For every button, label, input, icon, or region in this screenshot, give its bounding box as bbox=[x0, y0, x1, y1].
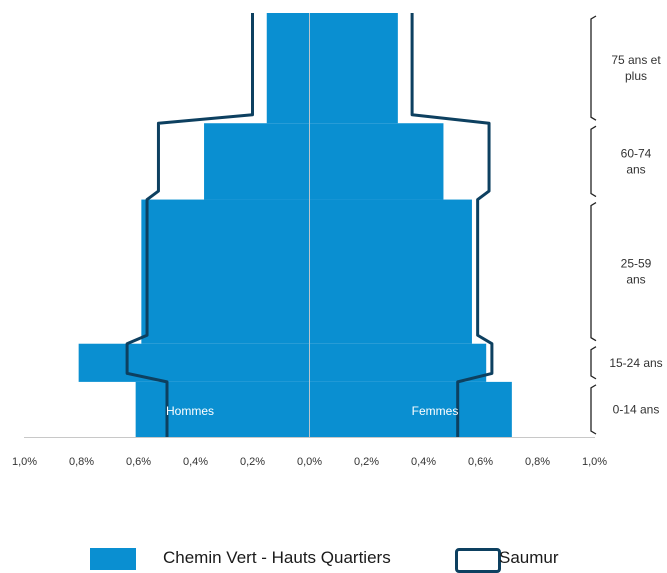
legend-label-saumur: Saumur bbox=[499, 548, 559, 567]
age-label-0-0: 0-14 ans bbox=[613, 402, 660, 416]
x-tick-label-3: 0,4% bbox=[183, 456, 208, 468]
legend-swatch-chemin-vert bbox=[90, 548, 136, 570]
age-bracket-0 bbox=[590, 384, 597, 435]
age-label-4-1: plus bbox=[625, 69, 647, 83]
x-tick-label-5: 0,0% bbox=[297, 456, 322, 468]
age-bracket-2 bbox=[590, 202, 597, 342]
bar-hommes-3 bbox=[204, 123, 310, 200]
side-label-hommes: Hommes bbox=[166, 404, 214, 418]
age-label-4-0: 75 ans et bbox=[611, 53, 661, 67]
side-label-femmes: Femmes bbox=[412, 404, 459, 418]
bar-hommes-1 bbox=[78, 343, 310, 382]
bar-femmes-1 bbox=[309, 343, 487, 382]
x-tick-label-8: 0,6% bbox=[468, 456, 493, 468]
age-label-2-1: ans bbox=[626, 273, 645, 287]
age-label-2-0: 25-59 bbox=[621, 257, 652, 271]
x-tick-label-1: 0,8% bbox=[69, 456, 94, 468]
legend-label-chemin-vert: Chemin Vert - Hauts Quartiers bbox=[163, 548, 391, 567]
x-tick-label-6: 0,2% bbox=[354, 456, 379, 468]
bar-femmes-2 bbox=[309, 199, 472, 344]
age-label-3-1: ans bbox=[626, 162, 645, 176]
population-pyramid-chart: 1,0% 0,8% 0,6% 0,4% 0,2% 0,0% 0,2% 0,4% 0,6% 0,8%… bbox=[12, 13, 663, 468]
bar-femmes-4 bbox=[309, 13, 398, 124]
x-tick-label-10: 1,0% bbox=[582, 456, 607, 468]
x-tick-label-4: 0,2% bbox=[240, 456, 265, 468]
x-tick-label-2: 0,6% bbox=[126, 456, 151, 468]
x-tick-label-7: 0,4% bbox=[411, 456, 436, 468]
outline-saumur-hommes bbox=[125, 13, 254, 437]
x-tick-label-0: 1,0% bbox=[12, 456, 37, 468]
bar-femmes-3 bbox=[309, 123, 444, 200]
age-bracket-4 bbox=[590, 15, 597, 121]
bar-hommes-4 bbox=[266, 13, 310, 124]
bar-femmes-0 bbox=[309, 381, 512, 437]
bar-hommes-0 bbox=[135, 381, 310, 437]
age-bracket-1 bbox=[590, 346, 597, 380]
chart-legend: Chemin Vert - Hauts Quartiers Saumur bbox=[0, 540, 667, 573]
x-tick-label-9: 0,8% bbox=[525, 456, 550, 468]
outline-saumur-femmes bbox=[410, 13, 494, 437]
age-label-1-0: 15-24 ans bbox=[609, 356, 662, 370]
bar-hommes-2 bbox=[141, 199, 310, 344]
legend-swatch-saumur bbox=[455, 548, 501, 573]
age-label-3-0: 60-74 bbox=[621, 146, 652, 160]
age-bracket-3 bbox=[590, 125, 597, 198]
